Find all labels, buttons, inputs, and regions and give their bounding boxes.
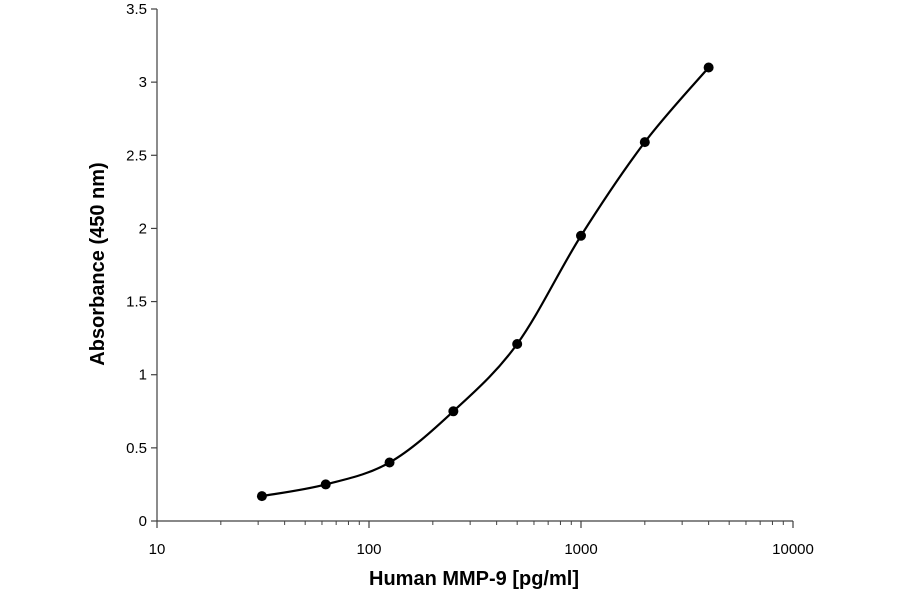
y-axis-title: Absorbance (450 nm): [87, 162, 109, 365]
data-point: [512, 338, 523, 349]
x-tick-label: 1000: [564, 541, 597, 558]
x-tick-label: 10000: [772, 541, 814, 558]
y-tick-label: 3: [139, 74, 147, 91]
series-line: [261, 66, 710, 498]
data-point: [703, 62, 714, 73]
y-tick-label: 1.5: [126, 294, 147, 311]
data-point: [576, 230, 586, 241]
x-tick-label: 10: [149, 541, 166, 558]
y-tick-label: 1: [139, 367, 147, 384]
y-tick-label: 0.5: [126, 440, 147, 457]
axes: [156, 9, 793, 522]
x-axis-title: Human MMP-9 [pg/ml]: [369, 568, 579, 590]
y-tick-label: 3.5: [126, 1, 147, 18]
y-tick-label: 2.5: [126, 147, 147, 164]
axis-ticks: 0 0.5 1 1.5 2 2.5 3 3.5 10 100 1000 10000: [126, 1, 814, 558]
data-point: [320, 479, 331, 490]
data-point: [448, 406, 459, 417]
data-point: [256, 491, 267, 502]
data-point: [384, 457, 395, 468]
series-group: [256, 62, 714, 502]
y-tick-label: 0: [139, 513, 147, 530]
x-tick-label: 100: [356, 541, 381, 558]
data-point: [639, 137, 650, 148]
y-tick-label: 2: [139, 220, 147, 237]
